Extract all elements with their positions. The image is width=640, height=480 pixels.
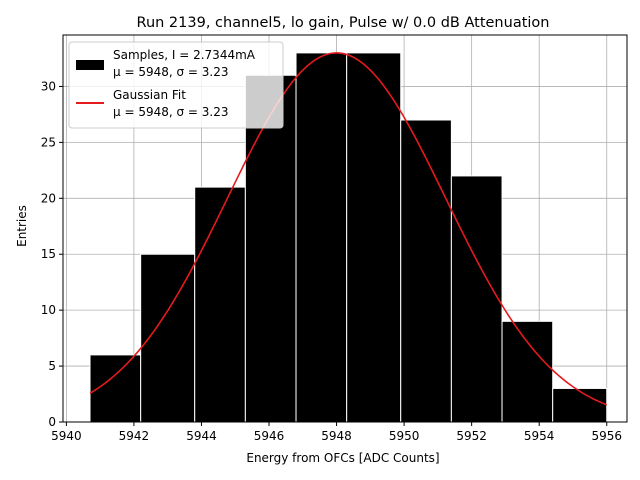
- gaussian-fit: [89, 52, 608, 406]
- y-tick-label: 15: [41, 247, 56, 261]
- histogram-bar: [346, 52, 402, 423]
- x-tick-label: 5944: [186, 429, 217, 443]
- gaussian-fit-curve: [89, 52, 608, 406]
- chart-title: Run 2139, channel5, lo gain, Pulse w/ 0.…: [137, 15, 550, 31]
- y-axis-label: Entries: [15, 205, 29, 247]
- plot-frame: [62, 34, 628, 423]
- y-tick-label: 0: [48, 415, 56, 429]
- histogram-bar: [552, 387, 608, 423]
- x-axis-label: Energy from OFCs [ADC Counts]: [246, 451, 439, 465]
- x-tick-label: 5954: [524, 429, 555, 443]
- legend-samples-label: Samples, I = 2.7344mA: [113, 48, 256, 62]
- y-tick-label: 5: [48, 359, 56, 373]
- x-tick-label: 5946: [254, 429, 285, 443]
- legend-samples-swatch: [76, 60, 104, 70]
- x-tick-label: 5948: [321, 429, 352, 443]
- legend-fit-label: Gaussian Fit: [113, 88, 186, 102]
- histogram-bar: [244, 74, 297, 423]
- x-tick-label: 5940: [51, 429, 82, 443]
- histogram-bars: [89, 52, 608, 423]
- y-tick-label: 20: [41, 191, 56, 205]
- x-tick-label: 5952: [456, 429, 487, 443]
- y-tick-label: 30: [41, 79, 56, 93]
- x-axis-ticks: 5940 5942 5944 5946 5948 5950 5952 5954 5956: [51, 422, 622, 443]
- legend-samples-stats: μ = 5948, σ = 3.23: [113, 65, 229, 79]
- histogram-bar: [194, 186, 246, 423]
- histogram-bar: [501, 320, 554, 423]
- histogram-bar: [450, 175, 503, 423]
- x-tick-label: 5956: [591, 429, 622, 443]
- legend: Samples, I = 2.7344mA μ = 5948, σ = 3.23…: [68, 41, 284, 129]
- y-axis-ticks: 0 5 10 15 20 25 30: [41, 79, 63, 429]
- legend-box: [68, 41, 284, 129]
- legend-fit-stats: μ = 5948, σ = 3.23: [113, 105, 229, 119]
- x-tick-label: 5942: [119, 429, 150, 443]
- x-tick-label: 5950: [389, 429, 420, 443]
- y-tick-label: 10: [41, 303, 56, 317]
- histogram-bar: [400, 119, 452, 423]
- histogram-bar: [295, 52, 348, 423]
- y-tick-label: 25: [41, 135, 56, 149]
